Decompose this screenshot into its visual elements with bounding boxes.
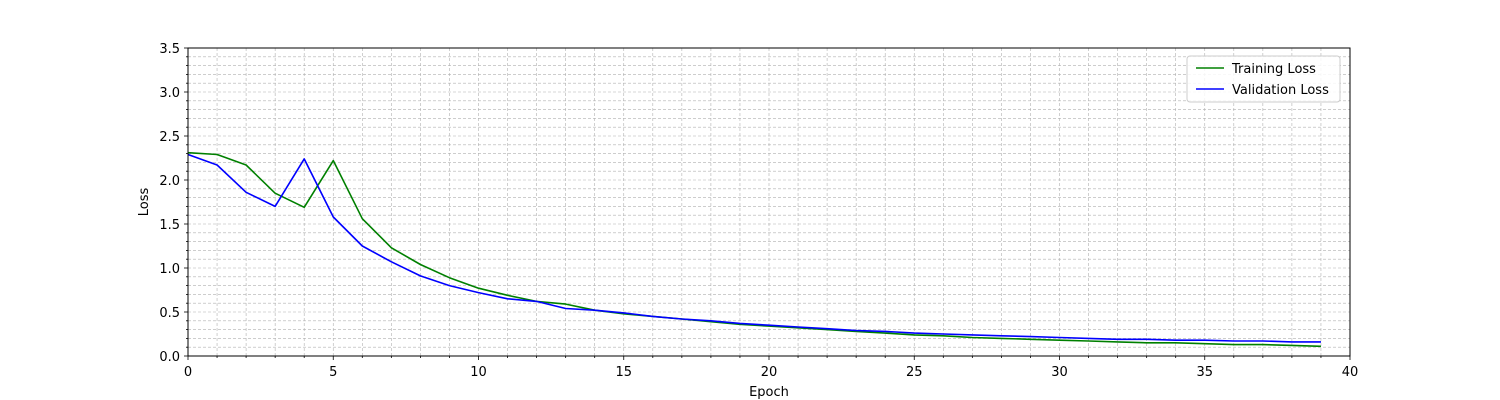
series-line-training-loss [187,151,1322,348]
x-tick-label: 0 [184,365,192,380]
y-axis-title: Loss [137,188,152,217]
x-tick-label: 15 [615,365,632,380]
axis-ticks: 0 5 10 15 20 25 30 35 40 0.0 0.5 1.0 1.5 2.0 2.5 3.0 3.5 [159,42,1358,380]
x-tick-label: 30 [1051,365,1068,380]
y-tick-label: 3.0 [159,86,180,101]
series-line-validation-loss [187,153,1321,343]
legend: Training Loss Validation Loss [1186,55,1341,103]
x-tick-label: 25 [906,365,923,380]
y-tick-label: 0.0 [159,350,180,365]
x-tick-label: 5 [329,365,337,380]
y-tick-label: 3.5 [159,42,180,57]
legend-label: Training Loss [1231,62,1316,77]
y-tick-label: 0.5 [159,306,180,321]
y-tick-label: 2.0 [159,174,180,189]
x-axis-title: Epoch [749,385,789,400]
x-tick-label: 20 [761,365,778,380]
y-tick-label: 1.5 [159,218,180,233]
legend-box [1186,55,1341,103]
x-tick-label: 10 [470,365,487,380]
grid [187,47,1351,357]
y-tick-label: 1.0 [159,262,180,277]
legend-label: Validation Loss [1232,83,1329,98]
x-tick-label: 40 [1342,365,1359,380]
series-lines [187,151,1322,348]
x-tick-label: 35 [1196,365,1213,380]
y-tick-label: 2.5 [159,130,180,145]
